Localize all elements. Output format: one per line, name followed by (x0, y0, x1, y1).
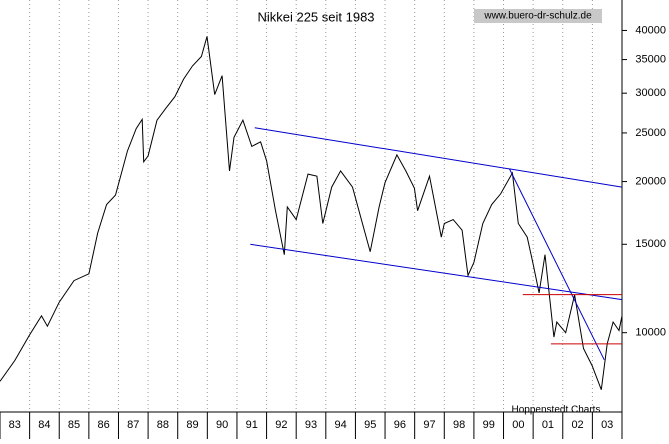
x-tick-label: 02 (571, 419, 583, 431)
x-tick-label: 95 (364, 419, 376, 431)
x-tick-label: 83 (9, 419, 21, 431)
trend-line (254, 127, 623, 188)
x-tick-label: 84 (38, 419, 50, 431)
x-tick-label: 85 (68, 419, 80, 431)
x-tick-label: 96 (394, 419, 406, 431)
y-tick-label: 25000 (635, 127, 666, 139)
x-tick-label: 92 (275, 419, 287, 431)
x-tick-label: 94 (334, 419, 346, 431)
x-tick-label: 03 (601, 419, 613, 431)
x-tick-label: 01 (542, 419, 554, 431)
x-tick-label: 00 (512, 419, 524, 431)
data-line (0, 36, 623, 390)
y-tick-label: 15000 (635, 238, 666, 250)
y-tick-label: 35000 (635, 53, 666, 65)
y-tick-label: 10000 (635, 327, 666, 339)
x-tick-label: 98 (453, 419, 465, 431)
x-tick-label: 93 (305, 419, 317, 431)
x-tick-label: 88 (157, 419, 169, 431)
y-tick-label: 20000 (635, 175, 666, 187)
source-note: Hoppenstedt Charts (512, 405, 601, 416)
watermark-box (474, 9, 602, 23)
x-tick-label: 86 (98, 419, 110, 431)
x-tick-label: 90 (216, 419, 228, 431)
x-tick-label: 87 (127, 419, 139, 431)
x-tick-label: 99 (483, 419, 495, 431)
y-tick-label: 40000 (635, 24, 666, 36)
trend-line (508, 168, 605, 361)
chart-title: Nikkei 225 seit 1983 (257, 9, 374, 24)
watermark: www.buero-dr-schulz.de (483, 11, 592, 22)
trend-line (250, 243, 623, 301)
x-tick-label: 97 (423, 419, 435, 431)
x-tick-label: 89 (186, 419, 198, 431)
x-tick-label: 91 (246, 419, 258, 431)
y-tick-label: 30000 (635, 87, 666, 99)
